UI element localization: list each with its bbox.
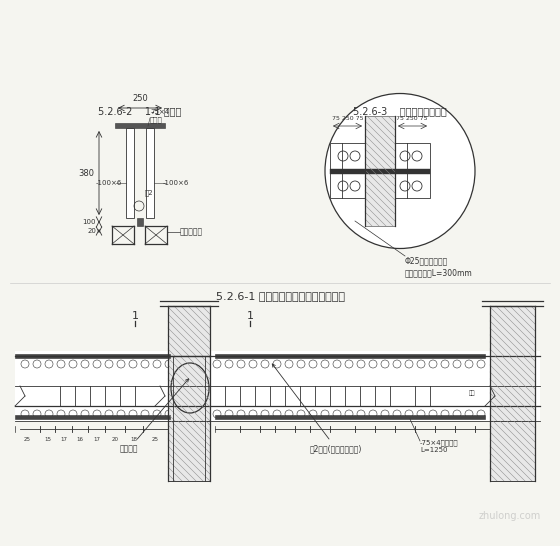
Text: -100×6: -100×6 [96, 180, 122, 186]
Bar [168, 356, 210, 421]
Text: 1: 1 [132, 311, 138, 321]
Text: 5.2.6-2    1-1 剖面图: 5.2.6-2 1-1 剖面图 [99, 106, 181, 116]
Bar [168, 421, 210, 481]
Text: Φ25负弯矩加强筋
每边双面焊，L=300mm: Φ25负弯矩加强筋 每边双面焊，L=300mm [405, 256, 473, 277]
Bar [146, 128, 154, 218]
Text: 17: 17 [93, 437, 100, 442]
Bar [490, 306, 535, 356]
Text: 100: 100 [82, 219, 96, 225]
Bar [490, 421, 535, 481]
Text: 5.2.6-1 钢筋混凝土梁粘钢结构加固图: 5.2.6-1 钢筋混凝土梁粘钢结构加固图 [216, 291, 344, 301]
Text: 16: 16 [77, 437, 83, 442]
Bar [115, 123, 165, 128]
Text: 槽钢空心系: 槽钢空心系 [180, 228, 203, 236]
Bar [15, 351, 540, 421]
Text: 1: 1 [246, 311, 254, 321]
Bar [215, 354, 485, 358]
Text: 20: 20 [111, 437, 119, 442]
Ellipse shape [325, 93, 475, 248]
Bar [365, 116, 395, 226]
Bar [395, 143, 430, 198]
Text: 75 250 75: 75 250 75 [332, 116, 364, 121]
Text: 25: 25 [152, 437, 159, 442]
Bar [330, 169, 430, 174]
Text: 见节点图: 见节点图 [120, 379, 189, 453]
Bar [215, 415, 485, 419]
Bar [330, 143, 365, 198]
Text: 25: 25 [24, 437, 31, 442]
Bar [15, 415, 170, 419]
Text: 粘钢: 粘钢 [469, 390, 475, 396]
Text: -100×6: -100×6 [163, 180, 189, 186]
Text: 15: 15 [44, 437, 51, 442]
Text: 75 250 75: 75 250 75 [396, 116, 428, 121]
Text: -75×4（钢板）
L=1250: -75×4（钢板） L=1250 [420, 439, 459, 453]
Text: 17: 17 [60, 437, 67, 442]
Text: 20: 20 [87, 228, 96, 234]
Bar [15, 354, 170, 358]
Text: 粗2螺栓(两侧分别植入): 粗2螺栓(两侧分别植入) [272, 364, 362, 453]
Text: 250: 250 [132, 94, 148, 103]
Bar [168, 306, 210, 356]
Bar [137, 218, 143, 226]
Text: zhulong.com: zhulong.com [479, 511, 541, 521]
Text: 5.2.6-3    穿墙加强筋节点图: 5.2.6-3 穿墙加强筋节点图 [353, 106, 447, 116]
Text: 粗2: 粗2 [145, 189, 153, 197]
Bar [490, 356, 535, 421]
Text: 75×4
四形板: 75×4 四形板 [150, 109, 169, 123]
Text: 18: 18 [130, 437, 138, 442]
Bar [126, 128, 134, 218]
Text: 380: 380 [78, 169, 94, 177]
